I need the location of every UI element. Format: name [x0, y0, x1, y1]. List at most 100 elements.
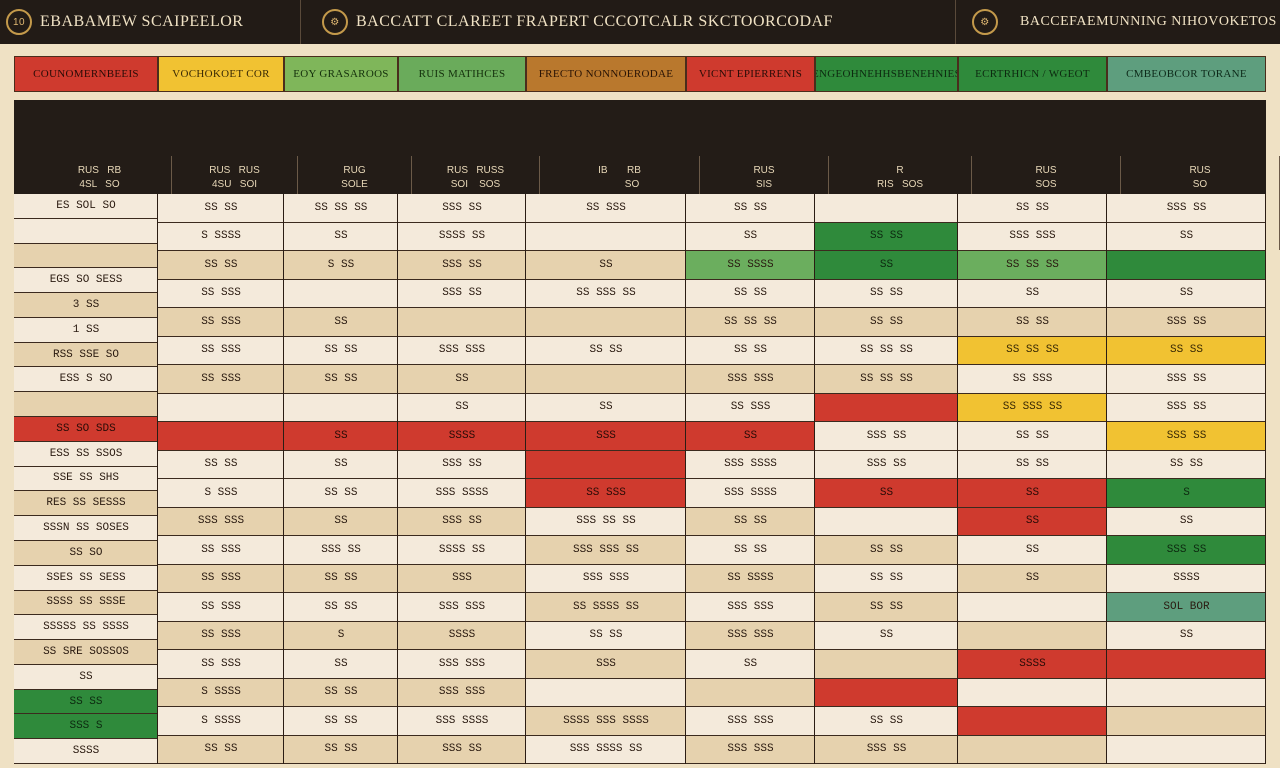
- table-cell[interactable]: [14, 392, 158, 418]
- table-cell[interactable]: SS: [686, 422, 815, 451]
- table-cell[interactable]: SS SSS SS: [958, 393, 1107, 422]
- table-cell[interactable]: SS: [284, 422, 398, 451]
- table-cell[interactable]: S SS: [284, 251, 398, 280]
- table-cell[interactable]: [958, 735, 1107, 764]
- table-cell[interactable]: [284, 393, 398, 422]
- table-cell[interactable]: SSSS: [1107, 564, 1266, 593]
- table-cell[interactable]: SSS SSS: [158, 507, 284, 536]
- table-cell[interactable]: SS SS: [158, 194, 284, 223]
- table-cell[interactable]: SSS SS: [398, 450, 526, 479]
- table-cell[interactable]: [1107, 735, 1266, 764]
- table-cell[interactable]: SS SS: [284, 564, 398, 593]
- table-cell[interactable]: SS SS: [815, 536, 958, 565]
- table-cell[interactable]: SSS SS: [1107, 194, 1266, 223]
- table-cell[interactable]: SSS SSS: [686, 735, 815, 764]
- table-cell[interactable]: SSS SS: [1107, 536, 1266, 565]
- table-cell[interactable]: SSS SS: [815, 422, 958, 451]
- table-cell[interactable]: SSSS SSS SSSS: [526, 707, 686, 736]
- table-cell[interactable]: SS: [284, 308, 398, 337]
- category-tab[interactable]: VOCHOKOET COR: [158, 56, 284, 92]
- table-cell[interactable]: SS SSS: [686, 393, 815, 422]
- table-cell[interactable]: S SSSS: [158, 707, 284, 736]
- category-tab[interactable]: ECRTRHICN / WGEOT: [958, 56, 1107, 92]
- table-cell[interactable]: SS: [1107, 507, 1266, 536]
- table-cell[interactable]: SSS SSS: [398, 336, 526, 365]
- table-cell[interactable]: SS SS: [284, 593, 398, 622]
- table-cell[interactable]: SS SS SS: [686, 308, 815, 337]
- table-cell[interactable]: SSS SSS: [398, 678, 526, 707]
- table-cell[interactable]: SSES SS SESS: [14, 565, 158, 591]
- table-cell[interactable]: SS: [815, 621, 958, 650]
- table-cell[interactable]: SSSS: [398, 422, 526, 451]
- category-tab[interactable]: FRECTO NONNOERODAE: [526, 56, 686, 92]
- table-cell[interactable]: SSS SS: [398, 194, 526, 223]
- table-cell[interactable]: SS SSS: [526, 479, 686, 508]
- table-cell[interactable]: SS: [958, 564, 1107, 593]
- table-cell[interactable]: SS: [284, 650, 398, 679]
- table-cell[interactable]: S: [284, 621, 398, 650]
- table-cell[interactable]: SS SS SS: [815, 336, 958, 365]
- table-cell[interactable]: SSS SSS: [686, 707, 815, 736]
- table-cell[interactable]: SSS SS: [398, 279, 526, 308]
- table-cell[interactable]: SS SS: [815, 308, 958, 337]
- table-cell[interactable]: SS SSSS: [686, 564, 815, 593]
- table-cell[interactable]: SSS SSS: [686, 621, 815, 650]
- table-cell[interactable]: 1 SS: [14, 317, 158, 343]
- table-cell[interactable]: SSS SSSS: [686, 479, 815, 508]
- table-cell[interactable]: SS SS SS: [958, 251, 1107, 280]
- table-cell[interactable]: SSS SSS: [686, 593, 815, 622]
- category-tab[interactable]: EOY GRASAROOS: [284, 56, 398, 92]
- table-cell[interactable]: [958, 621, 1107, 650]
- table-cell[interactable]: RSS SSE SO: [14, 342, 158, 368]
- table-cell[interactable]: SS SO: [14, 540, 158, 566]
- table-cell[interactable]: [958, 707, 1107, 736]
- table-cell[interactable]: SS: [958, 536, 1107, 565]
- table-cell[interactable]: SS: [958, 479, 1107, 508]
- table-cell[interactable]: SS SO SDS: [14, 417, 158, 442]
- table-cell[interactable]: S SSS: [158, 479, 284, 508]
- table-cell[interactable]: SSS SS: [398, 735, 526, 764]
- table-cell[interactable]: SSS S: [14, 714, 158, 740]
- table-cell[interactable]: SS SSS: [158, 336, 284, 365]
- table-cell[interactable]: [1107, 650, 1266, 679]
- table-cell[interactable]: [14, 243, 158, 269]
- table-cell[interactable]: SS SS: [686, 279, 815, 308]
- table-cell[interactable]: SOL BOR: [1107, 593, 1266, 622]
- table-cell[interactable]: SS SS SS: [815, 365, 958, 394]
- table-cell[interactable]: SSSSS SS SSSS: [14, 615, 158, 641]
- table-cell[interactable]: SSSS: [398, 621, 526, 650]
- table-cell[interactable]: [14, 218, 158, 244]
- table-cell[interactable]: [284, 279, 398, 308]
- table-cell[interactable]: SSS SS: [284, 536, 398, 565]
- table-cell[interactable]: SS SS: [158, 251, 284, 280]
- table-cell[interactable]: SS SS SS: [958, 336, 1107, 365]
- table-cell[interactable]: SS SS: [284, 479, 398, 508]
- table-cell[interactable]: SS: [1107, 279, 1266, 308]
- table-cell[interactable]: [815, 507, 958, 536]
- table-cell[interactable]: [526, 222, 686, 251]
- table-cell[interactable]: EGS SO SESS: [14, 268, 158, 294]
- table-cell[interactable]: RES SS SESSS: [14, 491, 158, 517]
- table-cell[interactable]: SS: [398, 365, 526, 394]
- table-cell[interactable]: SS SS: [686, 536, 815, 565]
- table-cell[interactable]: SSS SS SS: [526, 507, 686, 536]
- table-cell[interactable]: SS SSSS: [686, 251, 815, 280]
- table-cell[interactable]: SS SSS: [958, 365, 1107, 394]
- table-cell[interactable]: [815, 650, 958, 679]
- table-cell[interactable]: SS: [815, 479, 958, 508]
- table-cell[interactable]: [815, 678, 958, 707]
- table-cell[interactable]: SS SSS: [158, 308, 284, 337]
- table-cell[interactable]: SSSN SS SOSES: [14, 516, 158, 541]
- table-cell[interactable]: SS SSS: [158, 621, 284, 650]
- table-cell[interactable]: [526, 450, 686, 479]
- table-cell[interactable]: SS SSS: [158, 564, 284, 593]
- table-cell[interactable]: SSSS SS SSSE: [14, 590, 158, 616]
- table-cell[interactable]: ESS SS SSOS: [14, 441, 158, 467]
- table-cell[interactable]: SS SS: [958, 450, 1107, 479]
- table-cell[interactable]: SSS SSS SS: [526, 536, 686, 565]
- table-cell[interactable]: SS SSS: [526, 194, 686, 223]
- table-cell[interactable]: [958, 678, 1107, 707]
- table-cell[interactable]: SSS SSS: [526, 564, 686, 593]
- table-cell[interactable]: SSS SSSS: [398, 707, 526, 736]
- table-cell[interactable]: SS SS: [958, 422, 1107, 451]
